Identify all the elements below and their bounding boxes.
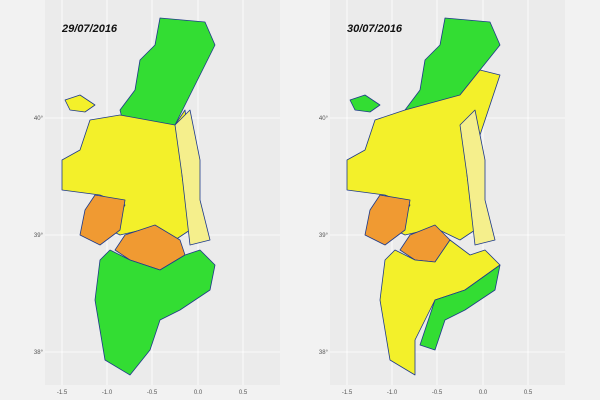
region [349, 94, 381, 113]
x-tick-label: -1.0 [387, 390, 398, 396]
x-tick-label: 0.5 [524, 390, 533, 396]
region [94, 249, 216, 376]
x-tick-label: 0.0 [194, 390, 203, 396]
panel-title: 29/07/2016 [61, 23, 118, 35]
y-tick-label: 39° [319, 233, 329, 239]
regions [346, 17, 501, 376]
region [364, 194, 411, 246]
y-tick-label: 38° [319, 350, 329, 356]
region [79, 194, 126, 246]
region [174, 109, 211, 246]
y-tick-label: 40° [34, 116, 44, 122]
region [64, 94, 96, 113]
y-tick-label: 40° [319, 116, 329, 122]
x-tick-label: 0.5 [239, 390, 248, 396]
region [459, 109, 496, 246]
panel-title: 30/07/2016 [347, 23, 403, 35]
x-tick-label: -1.5 [342, 390, 353, 396]
x-tick-label: -1.5 [57, 390, 68, 396]
y-tick-label: 38° [34, 350, 44, 356]
regions [61, 17, 216, 376]
x-tick-label: -0.5 [147, 390, 158, 396]
x-tick-label: -1.0 [102, 390, 113, 396]
y-tick-label: 39° [34, 233, 44, 239]
region [419, 264, 501, 351]
x-tick-label: -0.5 [432, 390, 443, 396]
x-tick-label: 0.0 [479, 390, 488, 396]
map-panel: 29/07/2016 -1.5 -1.0 -0.5 0.0 0.5 40° 39° 38° [34, 0, 280, 396]
map-panel: 30/07/2016 -1.5 -1.0 -0.5 0.0 0.5 40° 39° 38° [319, 0, 565, 396]
